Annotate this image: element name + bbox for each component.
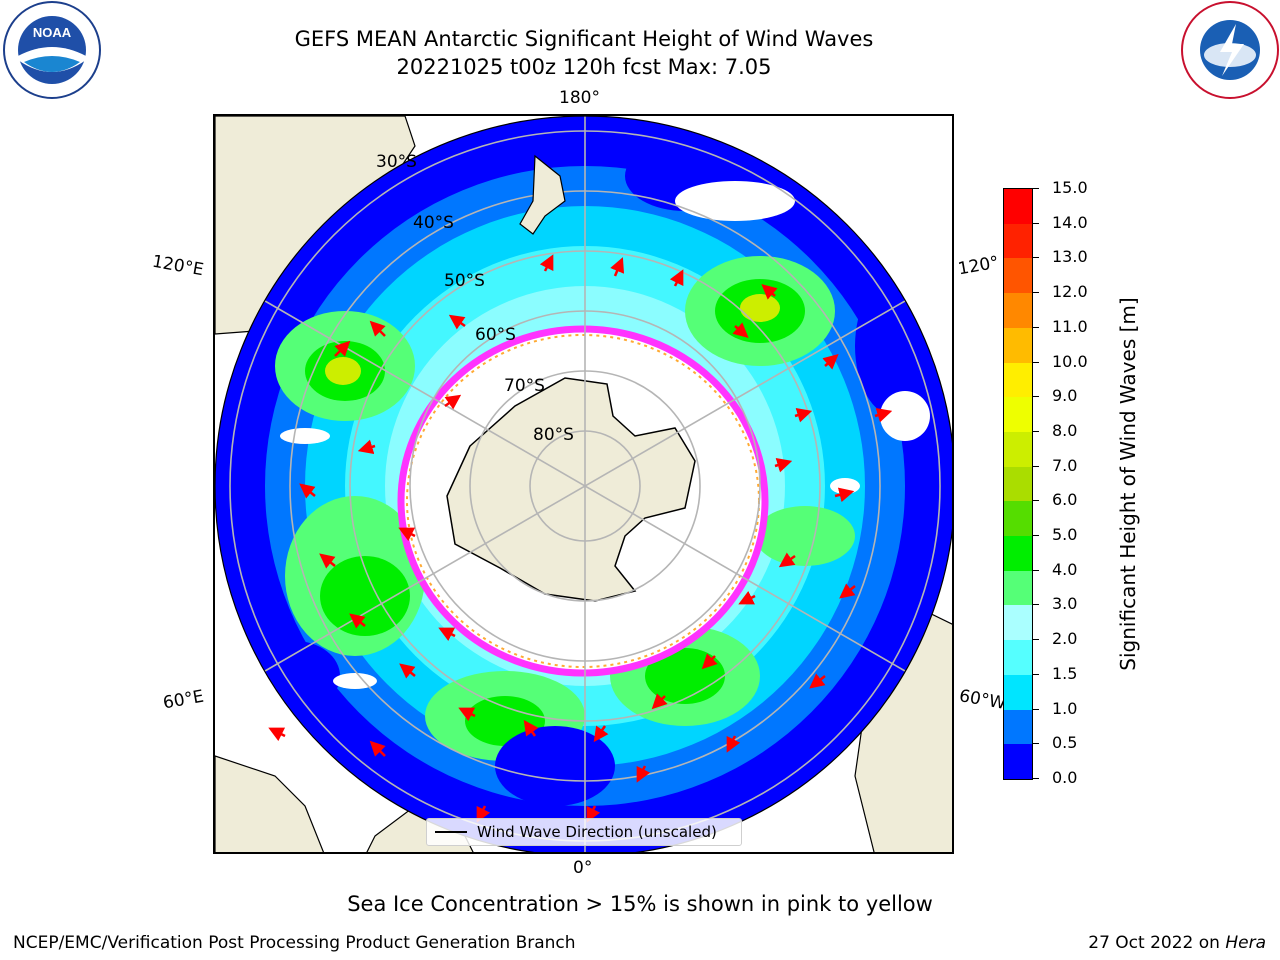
- colorbar: [1003, 188, 1033, 780]
- colorbar-tick-mark: [1033, 500, 1039, 502]
- map-legend: Wind Wave Direction (unscaled): [426, 818, 742, 846]
- colorbar-tick-label: 11.0: [1052, 316, 1088, 336]
- colorbar-segment: [1004, 639, 1032, 675]
- colorbar-segment: [1004, 709, 1032, 745]
- colorbar-tick-label: 1.0: [1052, 698, 1078, 718]
- colorbar-segment: [1004, 431, 1032, 467]
- lat-label-70s: 70°S: [504, 376, 545, 396]
- colorbar-tick-label: 4.0: [1052, 559, 1078, 579]
- colorbar-tick-label: 14.0: [1052, 212, 1088, 232]
- colorbar-tick-label: 2.0: [1052, 629, 1078, 649]
- colorbar-tick-mark: [1033, 396, 1039, 398]
- colorbar-segment: [1004, 396, 1032, 432]
- legend-line-swatch: [435, 831, 467, 833]
- lon-label-120e: 120°E: [150, 251, 206, 281]
- colorbar-tick-label: 7.0: [1052, 455, 1078, 475]
- colorbar-tick-label: 5.0: [1052, 525, 1078, 545]
- colorbar-tick-label: 3.0: [1052, 594, 1078, 614]
- antarctica: [446, 377, 696, 602]
- lat-label-40s: 40°S: [413, 213, 454, 233]
- colorbar-tick-label: 8.0: [1052, 420, 1078, 440]
- colorbar-tick-mark: [1033, 604, 1039, 606]
- lat-label-30s: 30°S: [376, 152, 417, 172]
- colorbar-tick-mark: [1033, 535, 1039, 537]
- colorbar-tick-label: 12.0: [1052, 282, 1088, 302]
- colorbar-tick-mark: [1033, 569, 1039, 571]
- colorbar-segment: [1004, 604, 1032, 641]
- lon-label-60e: 60°E: [161, 686, 206, 714]
- colorbar-segment: [1004, 570, 1032, 606]
- colorbar-tick-label: 10.0: [1052, 351, 1088, 371]
- colorbar-segment: [1004, 188, 1032, 224]
- footer-date: 27 Oct 2022 on Hera: [1088, 933, 1266, 953]
- chart-subtitle: 20221025 t00z 120h fcst Max: 7.05: [396, 55, 772, 79]
- colorbar-tick-label: 1.5: [1052, 663, 1078, 683]
- colorbar-tick-mark: [1033, 430, 1039, 432]
- colorbar-tick-mark: [1033, 778, 1039, 779]
- colorbar-segment: [1004, 257, 1032, 294]
- colorbar-segment: [1004, 362, 1032, 398]
- lat-label-50s: 50°S: [444, 271, 485, 291]
- colorbar-label: Significant Height of Wind Waves [m]: [1116, 297, 1140, 671]
- colorbar-segment: [1004, 674, 1032, 710]
- colorbar-tick-label: 13.0: [1052, 247, 1088, 267]
- colorbar-tick-label: 0.5: [1052, 733, 1078, 753]
- lon-label-180: 180°: [559, 88, 600, 108]
- colorbar-segment: [1004, 327, 1032, 363]
- colorbar-tick-label: 15.0: [1052, 178, 1088, 197]
- legend-label: Wind Wave Direction (unscaled): [477, 823, 717, 841]
- footer-date-text: 27 Oct 2022 on: [1088, 933, 1226, 953]
- colorbar-tick-mark: [1033, 188, 1039, 189]
- colorbar-segment: [1004, 223, 1032, 259]
- noaa-logo: NOAA: [2, 0, 102, 100]
- colorbar-tick-mark: [1033, 639, 1039, 641]
- colorbar-tick-mark: [1033, 257, 1039, 259]
- footer-credit: NCEP/EMC/Verification Post Processing Pr…: [13, 933, 576, 953]
- sea-ice-note: Sea Ice Concentration > 15% is shown in …: [347, 892, 933, 916]
- svg-text:NOAA: NOAA: [33, 25, 72, 40]
- colorbar-tick-mark: [1033, 222, 1039, 224]
- colorbar-tick-mark: [1033, 326, 1039, 328]
- colorbar-tick-label: 9.0: [1052, 386, 1078, 406]
- colorbar-tick-mark: [1033, 292, 1039, 294]
- land-inner: [519, 154, 566, 235]
- lat-label-80s: 80°S: [533, 425, 574, 445]
- colorbar-segment: [1004, 500, 1032, 537]
- nws-logo: [1180, 0, 1280, 100]
- colorbar-tick-mark: [1033, 465, 1039, 467]
- footer-host: Hera: [1225, 933, 1266, 953]
- colorbar-segment: [1004, 292, 1032, 328]
- colorbar-tick-label: 0.0: [1052, 768, 1078, 787]
- lon-label-120w: 120°: [956, 252, 1001, 280]
- colorbar-segment: [1004, 535, 1032, 571]
- colorbar-tick-label: 6.0: [1052, 490, 1078, 510]
- chart-title: GEFS MEAN Antarctic Significant Height o…: [294, 27, 874, 51]
- lat-label-60s: 60°S: [475, 325, 516, 345]
- lon-label-60w: 60°W: [957, 686, 1008, 714]
- map-panel: [213, 114, 954, 854]
- lon-label-0: 0°: [573, 858, 593, 878]
- colorbar-segment: [1004, 466, 1032, 502]
- colorbar-tick-mark: [1033, 743, 1039, 745]
- colorbar-tick-mark: [1033, 673, 1039, 675]
- polar-map: [215, 116, 952, 852]
- colorbar-tick-mark: [1033, 708, 1039, 710]
- colorbar-tick-mark: [1033, 361, 1039, 363]
- colorbar-segment: [1004, 743, 1032, 779]
- wind-wave-arrows: [268, 254, 893, 823]
